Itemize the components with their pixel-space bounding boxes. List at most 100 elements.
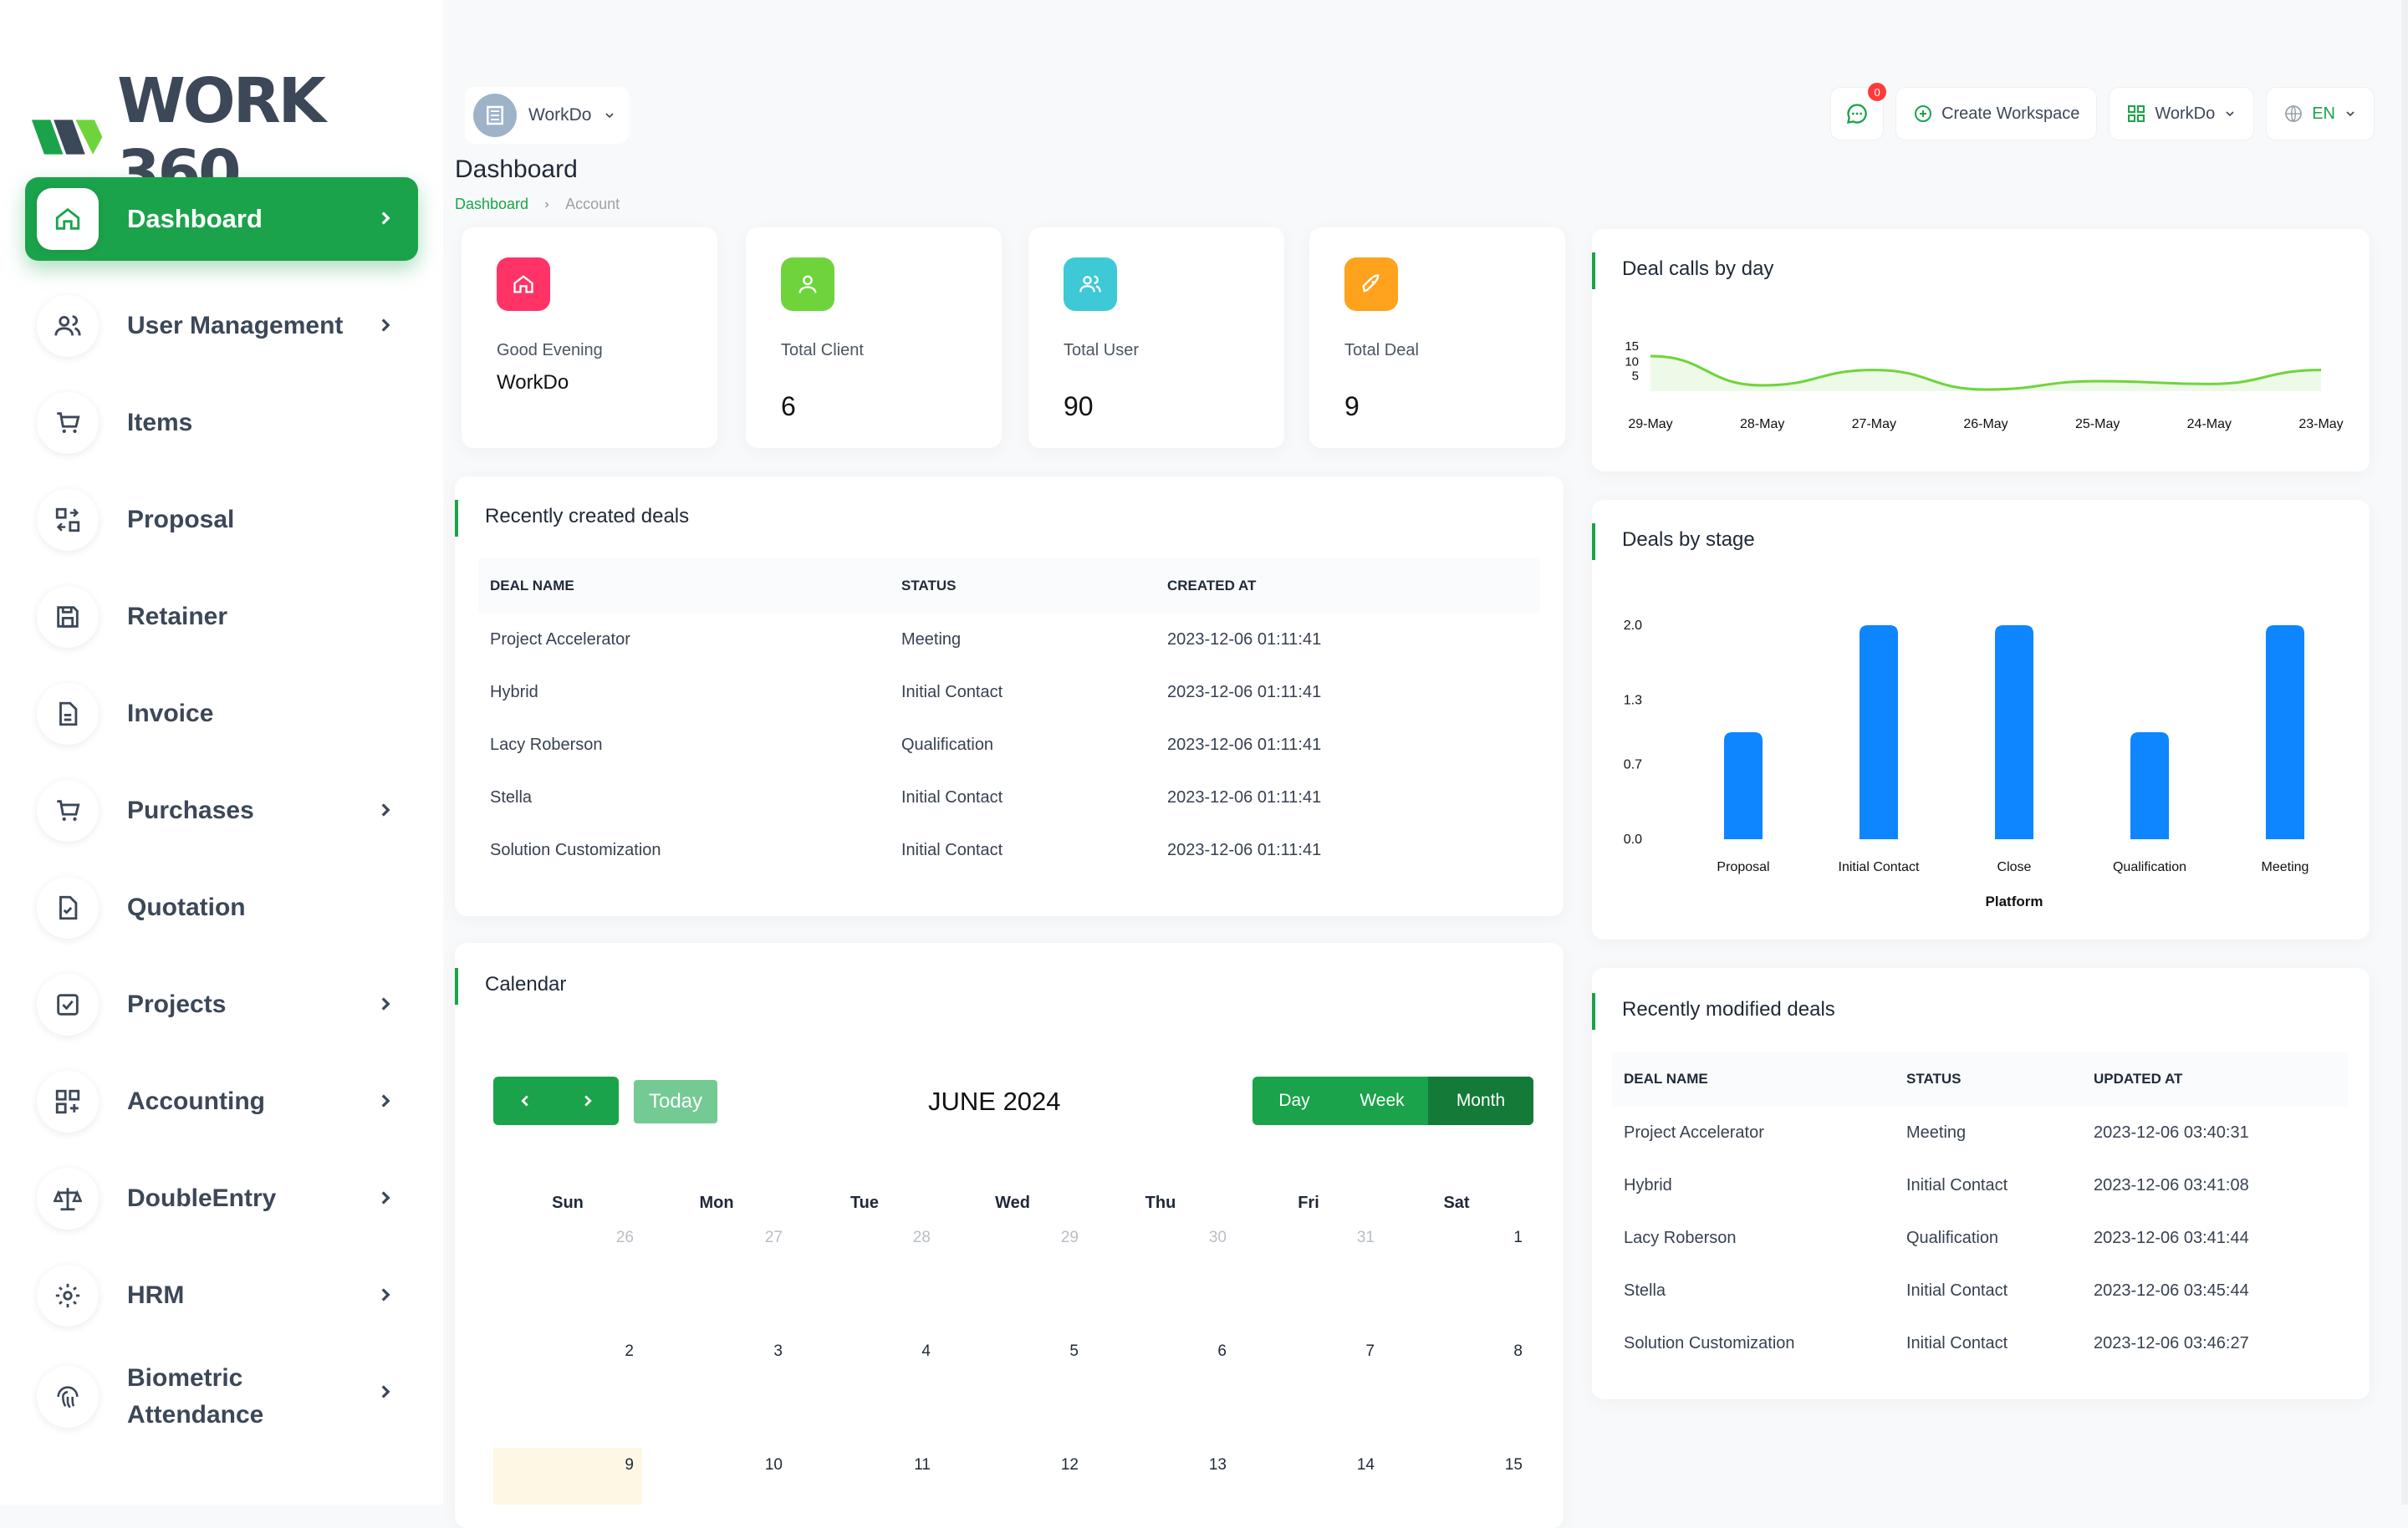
table-row[interactable]: Stella Initial Contact 2023-12-06 03:45:44: [1612, 1265, 2348, 1317]
calendar-day[interactable]: 31: [1356, 1229, 1375, 1246]
table-row[interactable]: Hybrid Initial Contact 2023-12-06 01:11:41: [478, 666, 1540, 719]
sidebar-item-hrm[interactable]: HRM: [25, 1254, 418, 1337]
sidebar-item-user-management[interactable]: User Management: [25, 284, 418, 368]
column-header[interactable]: UPDATED AT: [2094, 1052, 2348, 1107]
page-scrollbar[interactable]: [2401, 0, 2408, 1505]
table-row[interactable]: Solution Customization Initial Contact 202…: [478, 824, 1540, 877]
calendar-day[interactable]: 27: [764, 1229, 783, 1246]
chevron-right-icon: [545, 201, 549, 208]
deal-name-cell: Solution Customization: [490, 841, 661, 859]
sidebar-item-retainer[interactable]: Retainer: [25, 575, 418, 659]
column-header[interactable]: STATUS: [901, 558, 1167, 614]
sidebar-item-accounting[interactable]: Accounting: [25, 1060, 418, 1143]
stat-card: Good Evening WorkDo: [462, 227, 717, 448]
language-label: EN: [2312, 104, 2335, 123]
sidebar-item-items[interactable]: Items: [25, 381, 418, 465]
calendar-day[interactable]: 30: [1208, 1229, 1227, 1246]
table-row[interactable]: Project Accelerator Meeting 2023-12-06 01:…: [478, 614, 1540, 666]
view-day-button[interactable]: Day: [1278, 1091, 1310, 1110]
sidebar-item-dashboard[interactable]: Dashboard: [25, 177, 418, 261]
calendar-day[interactable]: 5: [1069, 1342, 1079, 1360]
table-header-row: DEAL NAME STATUS UPDATED AT: [1612, 1052, 2348, 1107]
calendar-day[interactable]: 13: [1208, 1456, 1227, 1474]
sidebar-item-proposal[interactable]: Proposal: [25, 478, 418, 562]
workspace-switcher[interactable]: WorkDo: [465, 87, 629, 144]
chevron-right-icon: [381, 1385, 390, 1398]
table-row[interactable]: Lacy Roberson Qualification 2023-12-06 03:…: [1612, 1212, 2348, 1265]
chevron-right-icon: [381, 1094, 390, 1108]
stat-icon-wrap: [497, 257, 550, 311]
language-selector[interactable]: EN: [2266, 87, 2375, 140]
weekday-header: Thu: [1145, 1194, 1176, 1212]
sidebar-item-doubleentry[interactable]: DoubleEntry: [25, 1157, 418, 1240]
cog-people-icon: [55, 1283, 80, 1308]
deal-name-cell: Project Accelerator: [490, 630, 630, 649]
breadcrumb-dashboard[interactable]: Dashboard: [455, 196, 529, 212]
x-tick-label: 26-May: [1963, 417, 2008, 431]
prev-month-button[interactable]: [493, 1077, 556, 1125]
deals-by-stage-bar-chart: 2.0 1.3 0.7 0.0 Proposal Initial Contact Close…: [1624, 619, 2309, 909]
bar[interactable]: [2266, 625, 2304, 839]
breadcrumb: Dashboard Account: [455, 196, 620, 213]
nav-icon-wrap: [37, 877, 99, 939]
messages-button[interactable]: 0: [1830, 83, 1887, 140]
column-header[interactable]: CREATED AT: [1167, 558, 1540, 614]
calendar-day[interactable]: 1: [1513, 1229, 1523, 1246]
table-row[interactable]: Lacy Roberson Qualification 2023-12-06 01:…: [478, 719, 1540, 772]
bar[interactable]: [1995, 625, 2033, 839]
sidebar-item-label: Dashboard: [127, 204, 263, 233]
cart-icon: [57, 800, 80, 822]
view-month-button[interactable]: Month: [1428, 1077, 1533, 1125]
bar[interactable]: [1860, 625, 1898, 839]
today-button[interactable]: Today: [634, 1080, 717, 1123]
x-tick-label: Proposal: [1717, 860, 1769, 874]
sidebar-item-quotation[interactable]: Quotation: [25, 866, 418, 950]
x-tick-label: Meeting: [2262, 860, 2309, 874]
deal-name-cell: Lacy Roberson: [490, 736, 603, 754]
table-row[interactable]: Stella Initial Contact 2023-12-06 01:11:41: [478, 772, 1540, 824]
calendar-day[interactable]: 11: [914, 1456, 931, 1474]
topbar-actions: 0 Create Workspace WorkDo EN: [1830, 83, 2375, 140]
logo[interactable]: WORK 360: [30, 65, 443, 209]
calendar-day[interactable]: 6: [1217, 1342, 1227, 1360]
calendar-day[interactable]: 8: [1513, 1342, 1523, 1360]
table-row[interactable]: Solution Customization Initial Contact 202…: [1612, 1317, 2348, 1370]
column-header[interactable]: DEAL NAME: [1612, 1052, 1906, 1107]
bar[interactable]: [2130, 732, 2169, 839]
sidebar-item-label: Purchases: [127, 797, 254, 824]
card-title: Recently modified deals: [1622, 998, 1835, 1021]
stat-label: Total Deal: [1344, 341, 1419, 359]
calendar-day[interactable]: 10: [764, 1456, 783, 1474]
calendar-day[interactable]: 28: [912, 1229, 931, 1246]
calendar-day[interactable]: 29: [1060, 1229, 1079, 1246]
calendar-day[interactable]: 12: [1060, 1456, 1079, 1474]
bar[interactable]: [1724, 732, 1763, 839]
sidebar-item-projects[interactable]: Projects: [25, 963, 418, 1047]
next-month-button[interactable]: [556, 1077, 619, 1125]
column-header[interactable]: DEAL NAME: [478, 558, 901, 614]
today-cell[interactable]: [493, 1448, 642, 1505]
card-title: Calendar: [485, 973, 567, 996]
date-cell: 2023-12-06 01:11:41: [1167, 736, 1322, 754]
status-cell: Initial Contact: [901, 841, 1003, 859]
sidebar-item-purchases[interactable]: Purchases: [25, 769, 418, 853]
calendar-day[interactable]: 15: [1504, 1456, 1523, 1474]
calendar-day[interactable]: 7: [1365, 1342, 1375, 1360]
table-row[interactable]: Hybrid Initial Contact 2023-12-06 03:41:08: [1612, 1159, 2348, 1212]
calendar-day[interactable]: 26: [615, 1229, 634, 1246]
table-row[interactable]: Project Accelerator Meeting 2023-12-06 03:…: [1612, 1107, 2348, 1159]
sidebar-item-invoice[interactable]: Invoice: [25, 672, 418, 756]
workspace-menu-button[interactable]: WorkDo: [2109, 87, 2255, 140]
deal-name-cell: Hybrid: [490, 683, 538, 701]
column-header[interactable]: STATUS: [1906, 1052, 2094, 1107]
calendar-day[interactable]: 2: [625, 1342, 634, 1360]
calendar-day[interactable]: 4: [921, 1342, 931, 1360]
calendar-day[interactable]: 3: [773, 1342, 783, 1360]
calendar-day[interactable]: 9: [625, 1456, 634, 1474]
create-workspace-button[interactable]: Create Workspace: [1895, 87, 2098, 140]
view-week-button[interactable]: Week: [1360, 1091, 1405, 1110]
sidebar-item-biometric-attendance[interactable]: Biometric Attendance: [25, 1351, 418, 1443]
calendar-day[interactable]: 14: [1356, 1456, 1375, 1474]
chevron-right-icon: [584, 1095, 592, 1107]
